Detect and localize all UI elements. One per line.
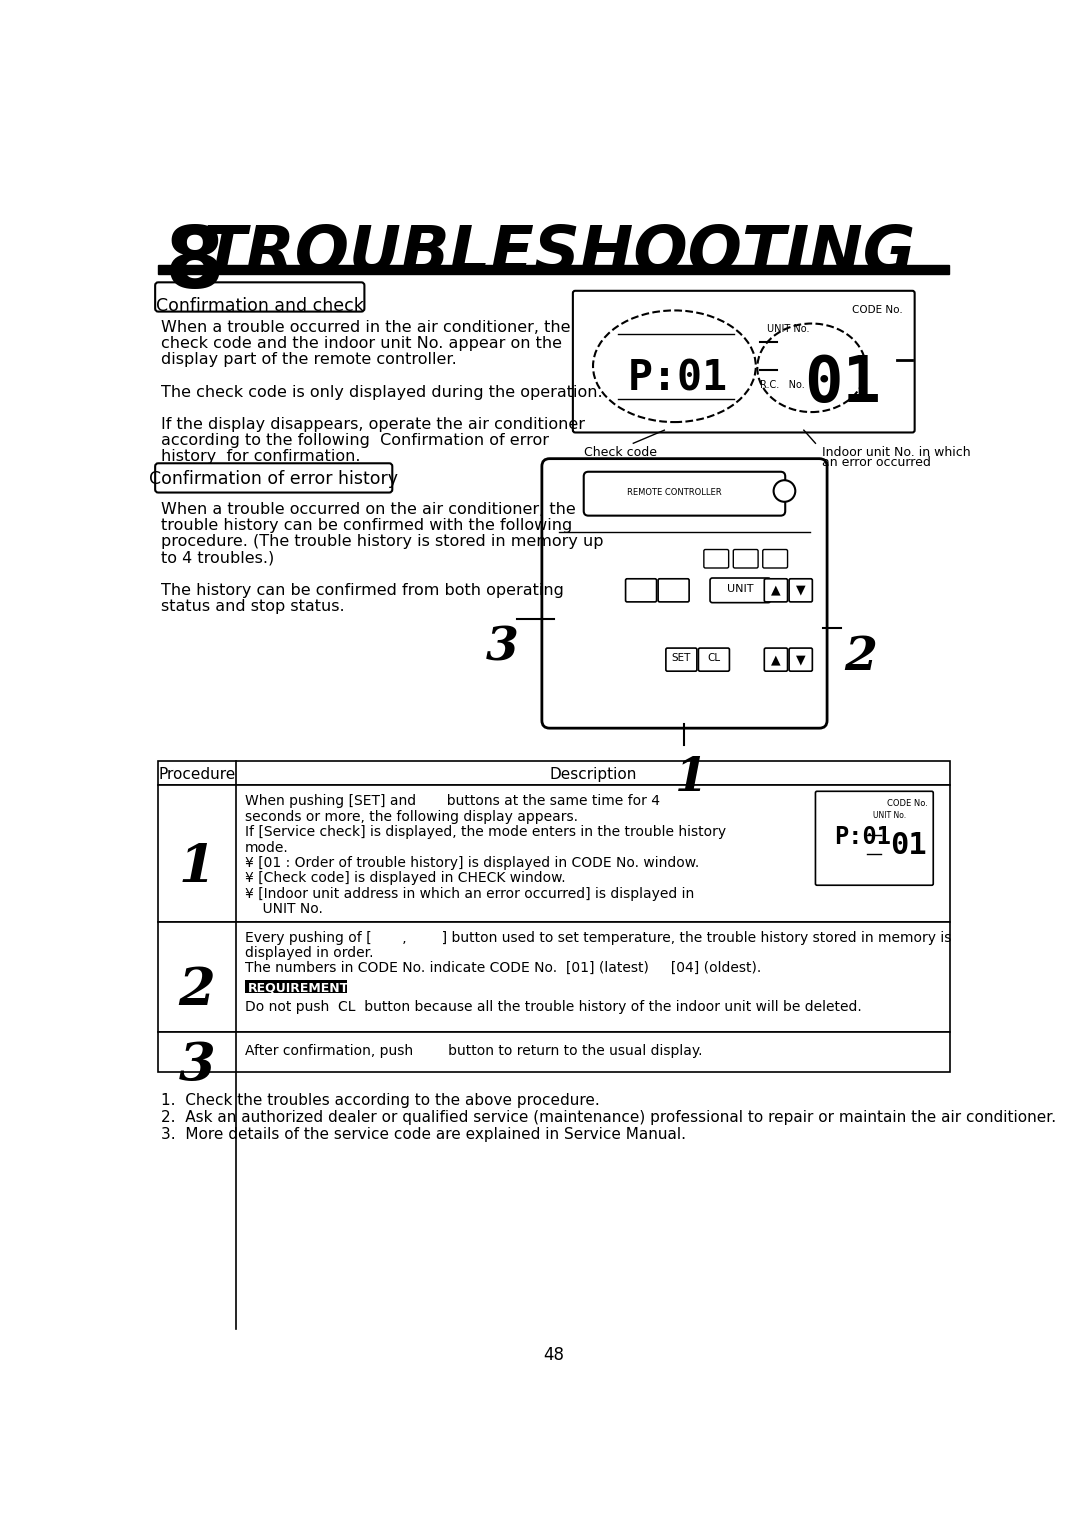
Text: Do not push  CL  button because all the trouble history of the indoor unit will : Do not push CL button because all the tr… bbox=[245, 1000, 862, 1014]
FancyBboxPatch shape bbox=[572, 291, 915, 433]
Text: procedure. (The trouble history is stored in memory up: procedure. (The trouble history is store… bbox=[161, 534, 603, 549]
FancyBboxPatch shape bbox=[156, 464, 392, 493]
Text: Indoor unit No. in which: Indoor unit No. in which bbox=[822, 445, 970, 459]
Text: ▼: ▼ bbox=[796, 584, 806, 596]
Text: TROUBLESHOOTING: TROUBLESHOOTING bbox=[203, 223, 916, 285]
Text: 2.  Ask an authorized dealer or qualified service (maintenance) professional to : 2. Ask an authorized dealer or qualified… bbox=[161, 1110, 1056, 1125]
Text: 1: 1 bbox=[178, 842, 215, 894]
Text: CODE No.: CODE No. bbox=[887, 799, 928, 808]
Text: ¥ [Indoor unit address in which an error occurred] is displayed in: ¥ [Indoor unit address in which an error… bbox=[245, 886, 694, 901]
Bar bbox=[159, 1031, 950, 1072]
Text: Every pushing of [       ,        ] button used to set temperature, the trouble : Every pushing of [ , ] button used to se… bbox=[245, 932, 951, 946]
Text: UNIT No.: UNIT No. bbox=[768, 323, 810, 334]
Text: displayed in order.: displayed in order. bbox=[245, 946, 374, 961]
Text: trouble history can be confirmed with the following: trouble history can be confirmed with th… bbox=[161, 518, 571, 532]
FancyBboxPatch shape bbox=[765, 648, 787, 671]
Text: 1: 1 bbox=[675, 755, 708, 801]
Text: display part of the remote controller.: display part of the remote controller. bbox=[161, 352, 457, 368]
FancyBboxPatch shape bbox=[666, 648, 697, 671]
FancyBboxPatch shape bbox=[704, 549, 729, 567]
Text: Check code: Check code bbox=[583, 445, 657, 459]
FancyBboxPatch shape bbox=[625, 580, 657, 602]
Text: P:01: P:01 bbox=[834, 825, 891, 849]
Ellipse shape bbox=[757, 323, 866, 412]
Text: Confirmation and check: Confirmation and check bbox=[156, 297, 364, 316]
Bar bbox=[159, 785, 950, 923]
Text: The check code is only displayed during the operation.: The check code is only displayed during … bbox=[161, 384, 603, 400]
FancyBboxPatch shape bbox=[789, 648, 812, 671]
Text: REQUIREMENT: REQUIREMENT bbox=[248, 982, 350, 994]
Text: ▲: ▲ bbox=[771, 654, 781, 666]
FancyBboxPatch shape bbox=[815, 791, 933, 884]
Text: according to the following  Confirmation of error: according to the following Confirmation … bbox=[161, 433, 549, 448]
Text: CL: CL bbox=[707, 654, 720, 663]
Text: history  for confirmation.: history for confirmation. bbox=[161, 450, 360, 465]
Text: CODE No.: CODE No. bbox=[852, 305, 903, 316]
FancyBboxPatch shape bbox=[156, 282, 364, 311]
Text: 1.  Check the troubles according to the above procedure.: 1. Check the troubles according to the a… bbox=[161, 1093, 599, 1109]
Text: The history can be confirmed from both operating: The history can be confirmed from both o… bbox=[161, 583, 564, 598]
Text: 2: 2 bbox=[845, 634, 877, 680]
FancyBboxPatch shape bbox=[542, 459, 827, 727]
Text: If the display disappears, operate the air conditioner: If the display disappears, operate the a… bbox=[161, 416, 584, 432]
Text: P:01: P:01 bbox=[627, 357, 728, 400]
Text: When a trouble occurred on the air conditioner, the: When a trouble occurred on the air condi… bbox=[161, 502, 576, 517]
Text: UNIT No.: UNIT No. bbox=[245, 903, 323, 917]
Text: 01: 01 bbox=[804, 354, 881, 415]
Text: ¥ [Check code] is displayed in CHECK window.: ¥ [Check code] is displayed in CHECK win… bbox=[245, 871, 566, 886]
Text: status and stop status.: status and stop status. bbox=[161, 599, 345, 613]
Text: UNIT: UNIT bbox=[727, 584, 754, 595]
Text: ▲: ▲ bbox=[771, 584, 781, 596]
Bar bbox=[159, 761, 950, 785]
FancyBboxPatch shape bbox=[762, 549, 787, 567]
Text: to 4 troubles.): to 4 troubles.) bbox=[161, 551, 274, 566]
Text: 3: 3 bbox=[178, 1040, 215, 1090]
Text: When a trouble occurred in the air conditioner, the: When a trouble occurred in the air condi… bbox=[161, 320, 570, 336]
FancyBboxPatch shape bbox=[733, 549, 758, 567]
Text: 3.  More details of the service code are explained in Service Manual.: 3. More details of the service code are … bbox=[161, 1127, 686, 1142]
Text: Confirmation of error history: Confirmation of error history bbox=[149, 470, 399, 488]
Text: After confirmation, push        button to return to the usual display.: After confirmation, push button to retur… bbox=[245, 1043, 703, 1058]
FancyBboxPatch shape bbox=[789, 580, 812, 602]
Text: ▼: ▼ bbox=[796, 654, 806, 666]
Text: If [Service check] is displayed, the mode enters in the trouble history: If [Service check] is displayed, the mod… bbox=[245, 825, 726, 839]
Text: R.C.   No.: R.C. No. bbox=[759, 380, 805, 390]
Text: SET: SET bbox=[672, 654, 691, 663]
Circle shape bbox=[773, 480, 795, 502]
Text: REMOTE CONTROLLER: REMOTE CONTROLLER bbox=[627, 488, 721, 497]
Bar bbox=[159, 923, 950, 1031]
Text: an error occurred: an error occurred bbox=[822, 456, 931, 470]
FancyBboxPatch shape bbox=[583, 471, 785, 515]
Bar bbox=[159, 265, 948, 274]
Text: ¥ [01 : Order of trouble history] is displayed in CODE No. window.: ¥ [01 : Order of trouble history] is dis… bbox=[245, 856, 700, 869]
FancyBboxPatch shape bbox=[658, 580, 689, 602]
Text: The numbers in CODE No. indicate CODE No.  [01] (latest)     [04] (oldest).: The numbers in CODE No. indicate CODE No… bbox=[245, 961, 761, 974]
FancyBboxPatch shape bbox=[710, 578, 770, 602]
Bar bbox=[245, 981, 348, 993]
FancyBboxPatch shape bbox=[765, 580, 787, 602]
FancyBboxPatch shape bbox=[699, 648, 729, 671]
Text: 48: 48 bbox=[543, 1345, 564, 1363]
Ellipse shape bbox=[593, 311, 756, 422]
Text: 2: 2 bbox=[178, 965, 215, 1016]
Text: seconds or more, the following display appears.: seconds or more, the following display a… bbox=[245, 810, 578, 824]
Text: Procedure: Procedure bbox=[159, 767, 235, 782]
Text: Description: Description bbox=[550, 767, 637, 782]
Text: check code and the indoor unit No. appear on the: check code and the indoor unit No. appea… bbox=[161, 336, 562, 351]
Text: 3: 3 bbox=[486, 624, 519, 669]
Text: mode.: mode. bbox=[245, 840, 288, 854]
Text: 01: 01 bbox=[891, 831, 928, 860]
Text: UNIT No.: UNIT No. bbox=[873, 811, 906, 820]
Text: When pushing [SET] and       buttons at the same time for 4: When pushing [SET] and buttons at the sa… bbox=[245, 795, 660, 808]
Text: 8: 8 bbox=[164, 223, 225, 307]
